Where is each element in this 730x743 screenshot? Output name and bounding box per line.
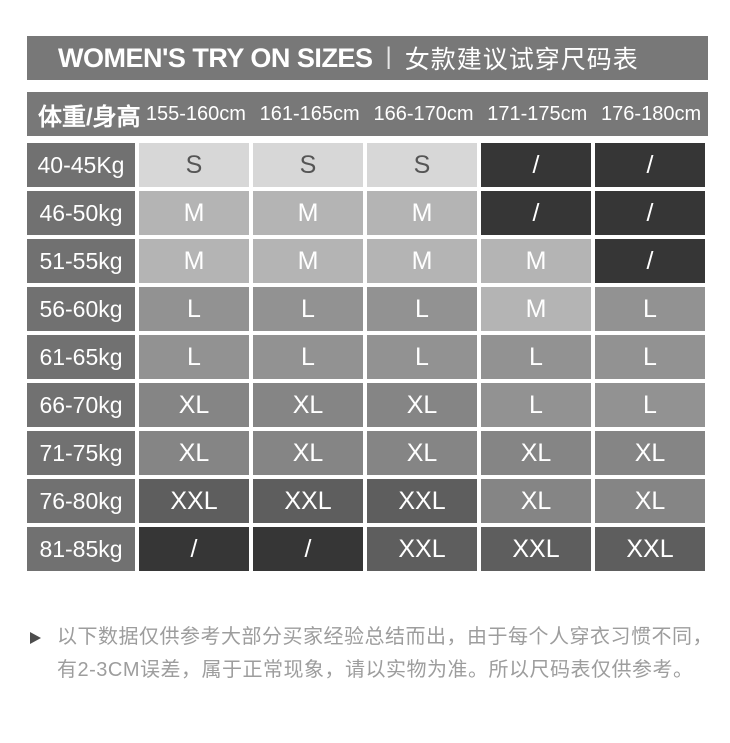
size-cell: /: [595, 143, 705, 187]
size-cell: /: [595, 239, 705, 283]
triangle-bullet-icon: [30, 632, 41, 644]
size-cell: XXL: [367, 527, 477, 571]
table-row: 56-60kg L L L M L: [27, 287, 705, 331]
column-header-171-175: 171-175cm: [487, 102, 588, 125]
size-cell: L: [367, 335, 477, 379]
size-cell: XL: [481, 431, 591, 475]
size-cell: XL: [367, 383, 477, 427]
table-row: 51-55kg M M M M /: [27, 239, 705, 283]
table-row: 76-80kg XXL XXL XXL XL XL: [27, 479, 705, 523]
size-cell: M: [253, 191, 363, 235]
size-cell: XXL: [595, 527, 705, 571]
size-cell: XXL: [253, 479, 363, 523]
size-cell: XL: [253, 431, 363, 475]
size-cell: M: [367, 239, 477, 283]
size-cell: XL: [139, 383, 249, 427]
title-bar: WOMEN'S TRY ON SIZES | 女款建议试穿尺码表: [27, 36, 708, 80]
column-header-161-165: 161-165cm: [259, 102, 360, 125]
title-chinese: 女款建议试穿尺码表: [404, 46, 639, 74]
size-cell: /: [481, 191, 591, 235]
size-cell: M: [253, 239, 363, 283]
size-cell: L: [595, 287, 705, 331]
size-cell: M: [139, 239, 249, 283]
size-cell: L: [595, 383, 705, 427]
title-separator: |: [385, 43, 392, 70]
table-row: 81-85kg / / XXL XXL XXL: [27, 527, 705, 571]
size-cell: L: [253, 287, 363, 331]
size-cell: L: [595, 335, 705, 379]
row-label: 40-45Kg: [27, 143, 135, 187]
table-row: 66-70kg XL XL XL L L: [27, 383, 705, 427]
size-cell: M: [481, 239, 591, 283]
row-label: 61-65kg: [27, 335, 135, 379]
size-cell: S: [253, 143, 363, 187]
size-cell: L: [139, 335, 249, 379]
size-cell: L: [139, 287, 249, 331]
size-cell: XL: [253, 383, 363, 427]
size-cell: XL: [481, 479, 591, 523]
size-cell: M: [139, 191, 249, 235]
size-cell: S: [139, 143, 249, 187]
footnote-line-2: 有2-3CM误差，属于正常现象，请以实物为准。所以尺码表仅供参考。: [57, 659, 694, 681]
size-cell: /: [253, 527, 363, 571]
row-label: 46-50kg: [27, 191, 135, 235]
size-cell: XL: [367, 431, 477, 475]
size-cell: M: [481, 287, 591, 331]
table-header-row: 体重/身高 155-160cm 161-165cm 166-170cm 171-…: [27, 92, 708, 136]
row-label: 76-80kg: [27, 479, 135, 523]
size-cell: XXL: [139, 479, 249, 523]
size-cell: S: [367, 143, 477, 187]
size-cell: L: [481, 335, 591, 379]
title-english: WOMEN'S TRY ON SIZES: [58, 42, 373, 73]
row-label: 51-55kg: [27, 239, 135, 283]
size-cell: /: [139, 527, 249, 571]
footnote-line-1: 以下数据仅供参考大部分买家经验总结而出，由于每个人穿衣习惯不同，: [57, 626, 713, 648]
size-cell: XXL: [481, 527, 591, 571]
footnote: 以下数据仅供参考大部分买家经验总结而出，由于每个人穿衣习惯不同， 有2-3CM误…: [30, 621, 713, 687]
column-header-155-160: 155-160cm: [145, 102, 246, 125]
column-header-176-180: 176-180cm: [601, 102, 702, 125]
row-label: 81-85kg: [27, 527, 135, 571]
table-row: 46-50kg M M M / /: [27, 191, 705, 235]
table-row: 71-75kg XL XL XL XL XL: [27, 431, 705, 475]
size-cell: L: [481, 383, 591, 427]
size-cell: L: [253, 335, 363, 379]
size-cell: /: [481, 143, 591, 187]
size-cell: L: [367, 287, 477, 331]
corner-header: 体重/身高: [38, 103, 141, 131]
row-label: 66-70kg: [27, 383, 135, 427]
size-cell: /: [595, 191, 705, 235]
row-label: 56-60kg: [27, 287, 135, 331]
size-cell: XXL: [367, 479, 477, 523]
table-row: 40-45Kg S S S / /: [27, 143, 705, 187]
size-cell: XL: [595, 431, 705, 475]
table-row: 61-65kg L L L L L: [27, 335, 705, 379]
size-table-wrap: 40-45Kg S S S / / 46-50kg M M M / / 51-5…: [23, 139, 709, 575]
size-cell: XL: [139, 431, 249, 475]
size-table: 40-45Kg S S S / / 46-50kg M M M / / 51-5…: [23, 139, 709, 575]
size-cell: M: [367, 191, 477, 235]
size-cell: XL: [595, 479, 705, 523]
column-header-166-170: 166-170cm: [373, 102, 474, 125]
row-label: 71-75kg: [27, 431, 135, 475]
